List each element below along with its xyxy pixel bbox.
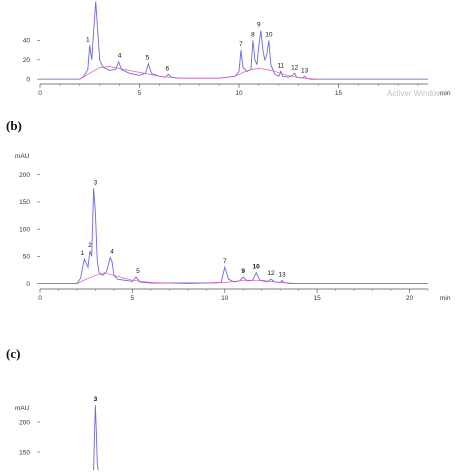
peak-label: 7 [239, 41, 243, 48]
peak-label: 13 [278, 271, 286, 278]
x-tick-label: 0 [38, 90, 42, 97]
x-tick-label: 10 [221, 295, 229, 302]
x-tick-label: 10 [235, 90, 243, 97]
baseline-trace [40, 272, 428, 284]
chart-panel-2: (b) mAU 0 50 100 150 200 0 5 10 15 20 min 12 3 4 5 7 9 10 12… [6, 118, 451, 302]
peak-label: 10 [253, 264, 261, 271]
peak-label: 6 [166, 65, 170, 72]
peak-label: 1 [86, 36, 90, 43]
y-unit-label: mAU [15, 153, 30, 160]
peak-label: 10 [265, 31, 273, 38]
x-tick-label: 5 [138, 90, 142, 97]
y-tick-label: 100 [19, 226, 30, 233]
peak-label: 5 [136, 268, 140, 275]
peak-label: 3 [94, 396, 98, 403]
watermark-text: Activer Windows [387, 89, 446, 98]
panel-label: (b) [6, 118, 22, 133]
x-tick-label: 15 [314, 295, 322, 302]
x-tick-label: 15 [335, 90, 343, 97]
chromatogram-trace [93, 405, 99, 471]
y-tick-label: 200 [19, 419, 30, 426]
y-tick-label: 0 [26, 281, 30, 288]
y-tick-label: 0 [26, 76, 30, 83]
chart-panel-1: 0 20 40 0 5 10 15 min 1 4 5 6 7 89 10 11 12 13 [23, 1, 451, 97]
peak-label: 7 [223, 258, 227, 265]
panel-label: (c) [6, 346, 20, 361]
y-tick-label: 20 [23, 57, 31, 64]
peak-label: 12 [291, 64, 299, 71]
peak-label: 4 [118, 53, 122, 60]
peak-label: 9 [257, 22, 261, 29]
chart-panel-3: (c) mAU 150 200 3 [6, 346, 99, 471]
x-unit-label: min [440, 295, 451, 302]
y-tick-label: 150 [19, 199, 30, 206]
peak-label: 13 [301, 67, 309, 74]
peak-label: 5 [146, 55, 150, 62]
x-tick-label: 5 [131, 295, 135, 302]
y-tick-label: 50 [23, 254, 31, 261]
x-tick-label: 0 [38, 295, 42, 302]
y-tick-label: 200 [19, 172, 30, 179]
y-tick-label: 40 [23, 38, 31, 45]
x-unit-label: min [440, 90, 451, 97]
chromatogram-trace [40, 188, 428, 285]
peak-label: 4 [110, 248, 114, 255]
peak-label: 8 [251, 31, 255, 38]
baseline-trace [40, 66, 428, 80]
chromatogram-trace [40, 1, 428, 80]
peak-label: 1 [81, 250, 85, 257]
peak-label: 11 [277, 62, 284, 69]
peak-label: 2 [88, 242, 92, 249]
peak-label: 9 [241, 268, 245, 275]
y-tick-label: 150 [19, 449, 30, 456]
y-unit-label: mAU [15, 405, 30, 412]
x-tick-label: 20 [406, 295, 414, 302]
peak-label: 12 [267, 270, 275, 277]
peak-label: 3 [94, 179, 98, 186]
